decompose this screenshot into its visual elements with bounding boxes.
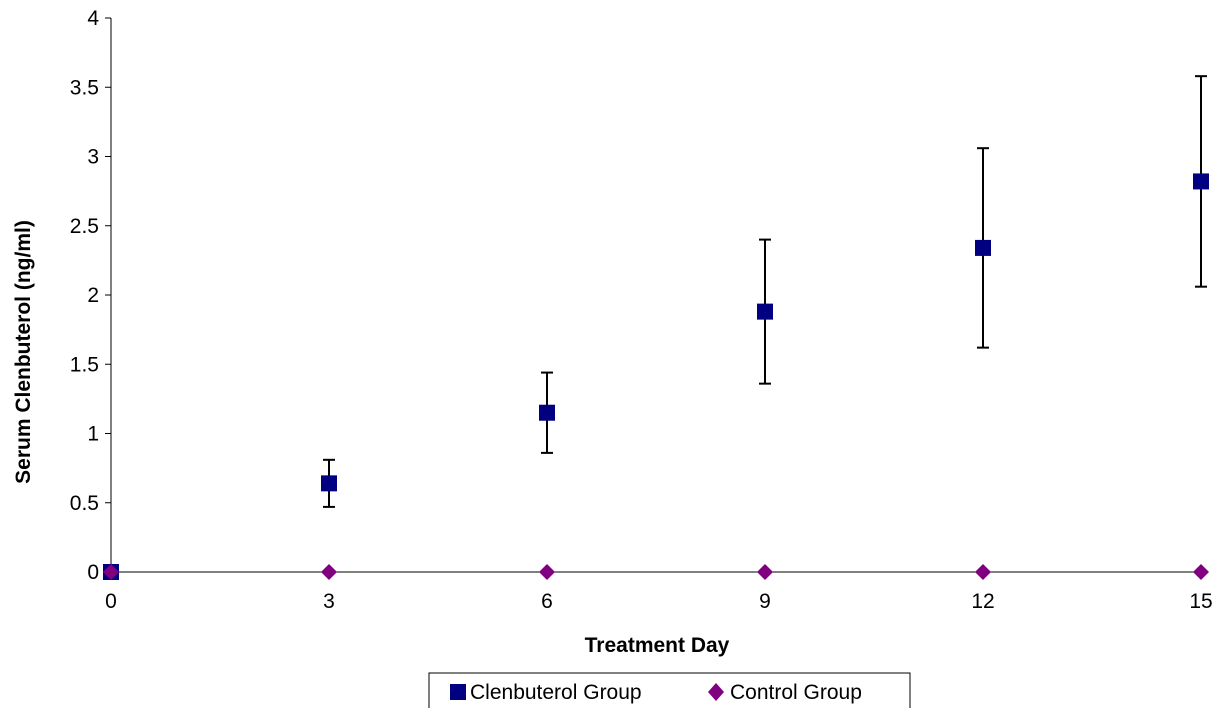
clenbuterol-point (757, 303, 773, 320)
x-axis-title: Treatment Day (585, 634, 730, 657)
control-point (757, 564, 773, 580)
tick-labels: 0 0.5 1 1.5 2 2.5 3 3.5 4 0 3 6 9 12 15 (70, 7, 1213, 613)
control-point (975, 564, 991, 580)
y-tick-label: 1 (87, 423, 99, 446)
legend-label-clenbuterol: Clenbuterol Group (470, 681, 642, 704)
y-axis-title: Serum Clenbuterol (ng/ml) (12, 220, 35, 484)
clenbuterol-point (321, 475, 337, 492)
legend-marker-control (708, 683, 724, 701)
data-markers (103, 173, 1209, 580)
axes (105, 17, 1202, 578)
clenbuterol-point (975, 239, 991, 256)
legend: Clenbuterol Group Control Group (428, 672, 911, 708)
x-tick-label: 0 (105, 590, 117, 613)
y-tick-label: 4 (87, 7, 99, 30)
y-tick-label: 3.5 (70, 76, 99, 99)
legend-box (428, 672, 911, 708)
x-tick-label: 15 (1189, 590, 1212, 613)
control-point (539, 564, 555, 580)
legend-marker-clenbuterol (450, 684, 466, 700)
clenbuterol-point (539, 404, 555, 421)
clenbuterol-point (1193, 173, 1209, 190)
control-point (103, 564, 119, 580)
y-tick-label: 2 (87, 284, 99, 307)
y-tick-label: 1.5 (70, 353, 99, 376)
y-tick-label: 3 (87, 146, 99, 169)
y-tick-label: 0 (87, 561, 99, 584)
control-point (1193, 564, 1209, 580)
error-bars (323, 75, 1207, 508)
x-tick-label: 9 (759, 590, 771, 613)
y-tick-label: 2.5 (70, 215, 99, 238)
legend-label-control: Control Group (730, 681, 862, 704)
x-tick-label: 12 (971, 590, 994, 613)
x-tick-label: 6 (541, 590, 553, 613)
control-point (321, 564, 337, 580)
y-tick-label: 0.5 (70, 492, 99, 515)
x-tick-label: 3 (323, 590, 335, 613)
